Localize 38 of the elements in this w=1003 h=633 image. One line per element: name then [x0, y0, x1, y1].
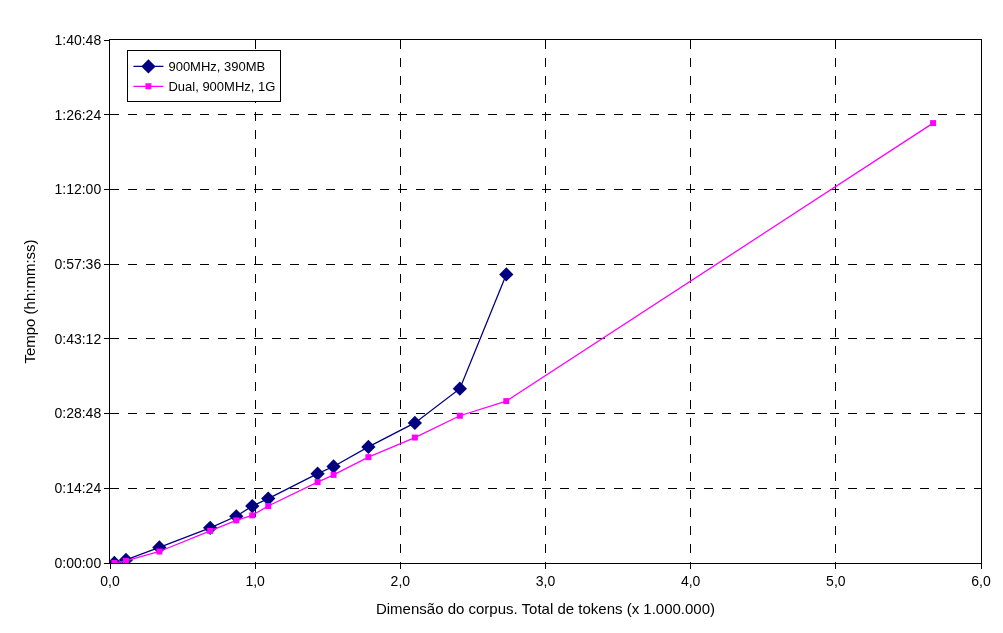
y-tick-label: 1:40:48 — [54, 31, 102, 48]
point — [407, 415, 422, 431]
point — [456, 412, 463, 419]
point — [265, 503, 272, 510]
point — [310, 466, 325, 481]
point — [411, 434, 418, 441]
point — [452, 381, 467, 396]
point — [361, 439, 376, 455]
point — [330, 471, 337, 478]
y-tick-label: 0:28:48 — [54, 405, 102, 422]
point — [249, 512, 256, 519]
y-tick-label: 0:43:12 — [54, 330, 102, 347]
legend-label: 900MHz, 390MB — [168, 59, 266, 75]
x-tick-label: 5,0 — [826, 572, 846, 589]
y-axis-title: Tempo (hh:mm:ss) — [20, 239, 38, 364]
point — [499, 267, 514, 282]
point — [503, 398, 510, 405]
point — [365, 454, 372, 461]
y-tick-label: 0:00:00 — [54, 554, 102, 571]
y-tick-label: 1:26:24 — [54, 106, 102, 123]
legend-label: Dual, 900MHz, 1G — [168, 79, 276, 95]
y-tick-label: 0:57:36 — [54, 256, 102, 273]
x-tick-label: 0,0 — [100, 572, 120, 589]
x-axis-title: Dimensão do corpus. Total de tokens (x 1.000.000) — [375, 599, 716, 617]
point — [261, 491, 276, 506]
point — [314, 479, 321, 486]
x-tick-label: 1,0 — [245, 572, 266, 589]
point — [245, 498, 260, 514]
point — [930, 120, 937, 127]
x-tick-label: 3,0 — [535, 572, 556, 589]
point — [156, 548, 163, 555]
point — [233, 517, 240, 524]
x-tick-label: 4,0 — [680, 572, 701, 589]
point — [326, 459, 341, 474]
x-tick-label: 6,0 — [971, 572, 991, 589]
x-tick-label: 2,0 — [390, 572, 411, 589]
y-tick-label: 1:12:00 — [54, 181, 102, 198]
y-tick-label: 0:14:24 — [54, 480, 102, 497]
